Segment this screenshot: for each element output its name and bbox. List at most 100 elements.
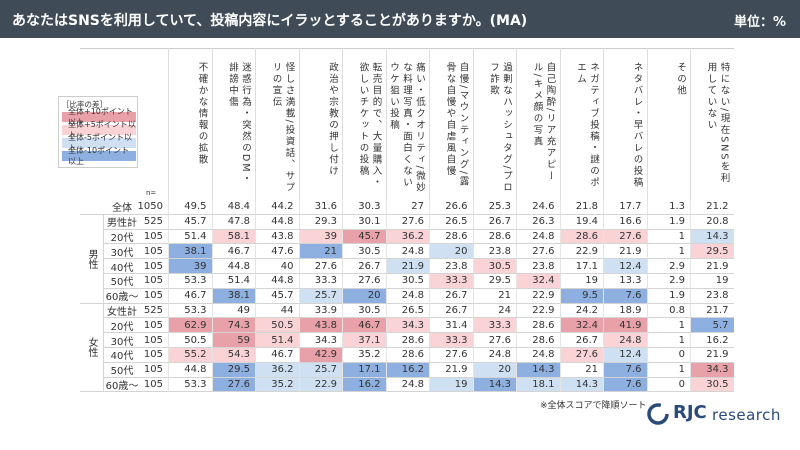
column-header: 痛い・低クオリティ/微妙な料理写真・面白くないウケ狙い投稿: [388, 62, 425, 194]
value-cell: 34.3: [298, 333, 342, 348]
value-cell: 27.6: [559, 348, 603, 363]
row-n: 525: [140, 304, 168, 319]
value-cell: 24.6: [516, 200, 560, 215]
column-header: 不確かな情報の拡散: [196, 62, 208, 166]
legend-item: 全体-10ポイント以上: [62, 146, 136, 166]
value-cell: 24: [472, 303, 516, 319]
value-cell: 29.5: [690, 244, 734, 260]
value-cell: 18.1: [516, 377, 560, 393]
value-cell: 21.9: [429, 362, 473, 378]
value-cell: 59: [211, 333, 255, 348]
value-cell: 29.5: [211, 362, 255, 378]
value-cell: 24.8: [385, 377, 429, 393]
row-label: 60歳～: [104, 378, 140, 393]
value-cell: 28.6: [429, 229, 473, 245]
row-label: 女性計: [104, 304, 140, 319]
value-cell: 27.6: [516, 244, 560, 260]
value-cell: 20: [342, 288, 386, 304]
column-header: ネタバレ・早バレの投稿: [631, 62, 643, 189]
value-cell: 21: [559, 362, 603, 378]
value-cell: 44.2: [255, 200, 299, 215]
value-cell: 21: [472, 288, 516, 304]
value-cell: 24.8: [516, 229, 560, 245]
value-cell: 29.5: [472, 274, 516, 289]
value-cell: 25.3: [472, 200, 516, 215]
value-cell: 26.5: [429, 214, 473, 230]
value-cell: 19: [429, 377, 473, 393]
value-cell: 33.9: [298, 303, 342, 319]
row-label: 50代: [104, 274, 140, 289]
value-cell: 21.8: [559, 200, 603, 215]
value-cell: 19: [559, 274, 603, 289]
header-rule: [80, 48, 734, 49]
value-cell: 54.3: [211, 348, 255, 363]
value-cell: 27: [385, 200, 429, 215]
value-cell: 0: [646, 377, 690, 393]
n-label: n=: [146, 189, 157, 197]
value-cell: 1: [646, 244, 690, 260]
value-cell: 48.4: [211, 200, 255, 215]
value-cell: 55.2: [168, 348, 212, 363]
value-cell: 25.7: [298, 362, 342, 378]
column-header: 政治や宗教の押し付け: [327, 62, 338, 177]
value-cell: 44.8: [211, 259, 255, 274]
logo-text: research: [712, 406, 781, 424]
value-cell: 43.8: [298, 318, 342, 334]
value-cell: 28.6: [516, 318, 560, 334]
column-divider: [385, 48, 387, 200]
column-divider: [298, 48, 300, 200]
value-cell: 32.4: [559, 318, 603, 334]
row-n: 525: [140, 215, 168, 230]
value-cell: 26.7: [342, 259, 386, 274]
value-cell: 51.4: [255, 333, 299, 348]
title: あなたはSNSを利用していて、投稿内容にイラッとすることがありますか。(MA): [12, 13, 528, 29]
value-cell: 44.8: [255, 214, 299, 230]
value-cell: 37.1: [342, 333, 386, 348]
value-cell: 35.2: [342, 348, 386, 363]
value-cell: 1.9: [646, 288, 690, 304]
value-cell: 33.3: [472, 318, 516, 334]
value-cell: 17.1: [342, 362, 386, 378]
row-label: 20代: [104, 230, 140, 245]
logo-mark: RJC: [673, 402, 707, 423]
value-cell: 1.9: [646, 214, 690, 230]
value-cell: 20: [472, 362, 516, 378]
value-cell: 28.6: [385, 348, 429, 363]
row-n: 105: [140, 274, 168, 289]
column-header: 過剰なハッシュタグ/プロフ詐欺: [488, 62, 512, 194]
value-cell: 28.6: [516, 333, 560, 348]
value-cell: 30.5: [472, 259, 516, 274]
value-cell: 46.7: [211, 244, 255, 260]
value-cell: 14.3: [472, 377, 516, 393]
column-header: ネガティブ投稿・謎のポエム: [575, 62, 599, 189]
value-cell: 17.7: [603, 200, 647, 215]
value-cell: 24.8: [516, 348, 560, 363]
column-divider: [472, 48, 474, 200]
column-divider: [342, 48, 343, 200]
value-cell: 34.3: [690, 362, 734, 378]
value-cell: 45.7: [255, 288, 299, 304]
value-cell: 30.5: [690, 377, 734, 393]
value-cell: 30.5: [385, 274, 429, 289]
value-cell: 49: [211, 303, 255, 319]
value-cell: 39: [168, 259, 212, 274]
row-n: 105: [140, 244, 168, 260]
value-cell: 39: [298, 229, 342, 245]
value-cell: 1: [646, 318, 690, 334]
value-cell: 31.6: [298, 200, 342, 215]
value-cell: 17.1: [559, 259, 603, 274]
value-cell: 16.2: [385, 362, 429, 378]
value-cell: 34.3: [385, 318, 429, 334]
row-n: 1050: [138, 200, 168, 215]
value-cell: 1: [646, 362, 690, 378]
value-cell: 16.6: [603, 214, 647, 230]
value-cell: 26.7: [429, 288, 473, 304]
value-cell: 44.8: [168, 362, 212, 378]
value-cell: 33.3: [429, 333, 473, 348]
value-cell: 1: [646, 333, 690, 348]
value-cell: 19: [690, 274, 734, 289]
column-header: 迷惑行為・突然のDM・誹謗中傷: [227, 62, 251, 186]
value-cell: 21.9: [603, 244, 647, 260]
value-cell: 31.4: [429, 318, 473, 334]
value-cell: 46.7: [255, 348, 299, 363]
